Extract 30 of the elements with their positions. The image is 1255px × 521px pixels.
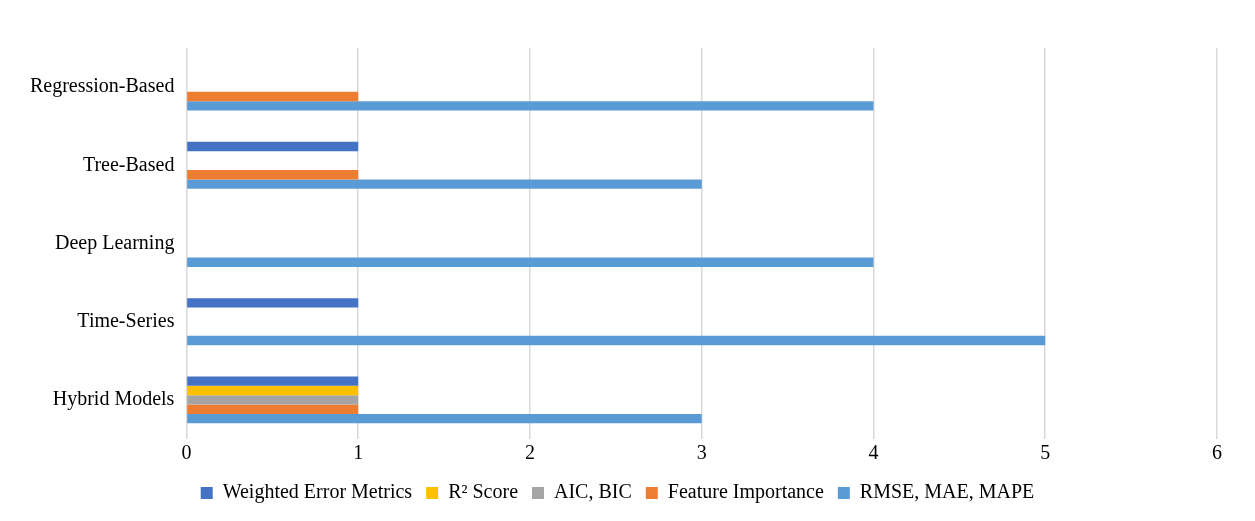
x-tick-label: 5 [1040, 441, 1051, 464]
bar [187, 298, 359, 308]
x-tick-label: 6 [1212, 441, 1222, 464]
bar [187, 395, 359, 405]
legend-label: RMSE, MAE, MAPE [859, 480, 1035, 503]
x-tick-label: 0 [181, 441, 192, 464]
x-tick-label: 3 [696, 441, 707, 464]
x-tick-label: 1 [353, 441, 364, 464]
bar [187, 335, 1046, 346]
bar [187, 413, 702, 424]
y-tick-label: Hybrid Models [52, 387, 175, 411]
legend-label: R² Score [448, 480, 519, 503]
y-tick-label: Tree-Based [82, 152, 175, 175]
y-tick-label: Deep Learning [55, 230, 175, 254]
x-tick-label: 2 [524, 441, 535, 464]
bar [187, 376, 359, 386]
x-tick-label: 4 [868, 441, 879, 464]
bar [187, 169, 359, 180]
legend-label: Weighted Error Metrics [222, 480, 413, 504]
legend-label: Feature Importance [667, 480, 824, 504]
y-tick-label: Regression-Based [29, 74, 175, 98]
bar [187, 91, 359, 102]
bar [187, 257, 874, 267]
bar [187, 141, 359, 152]
bar [187, 404, 359, 414]
y-tick-label: Time-Series [77, 308, 175, 331]
bar [187, 101, 874, 111]
legend-label: AIC, BIC [554, 480, 632, 503]
bar [187, 385, 359, 396]
bar [187, 179, 702, 189]
